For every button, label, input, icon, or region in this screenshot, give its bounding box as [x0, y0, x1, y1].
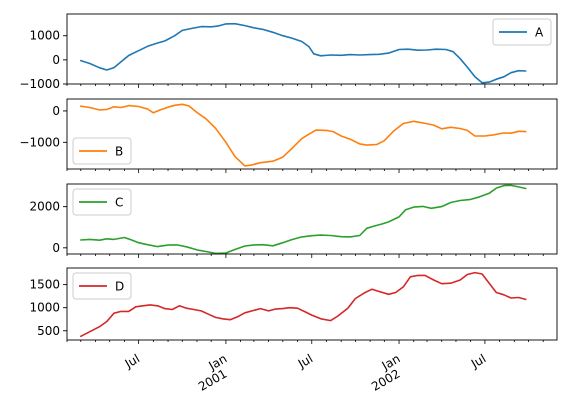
x-tick-label: Jul	[295, 351, 315, 371]
y-tick-label-D: 1000	[29, 301, 60, 315]
legend-C: C	[72, 188, 132, 216]
y-tick-label-B: −1000	[19, 135, 60, 149]
subplot-B: 0 −1000 B	[19, 98, 558, 173]
series-line-D	[80, 271, 527, 338]
legend-B: B	[72, 137, 132, 165]
legend-A: A	[492, 18, 552, 46]
legend-D: D	[72, 272, 132, 300]
subplot-A: 1000 0 −1000 A	[19, 13, 558, 91]
axes-frame-B	[66, 98, 558, 170]
series-line-A	[80, 22, 527, 84]
x-tick-label: Jul	[122, 351, 142, 371]
axes-frame-D	[66, 267, 558, 341]
subplot-D: 1500 1000 500 D	[29, 267, 558, 344]
y-tick-label-D: 1500	[29, 278, 60, 292]
legend-label-B: B	[115, 145, 123, 159]
y-tick-label-A: 1000	[29, 29, 60, 43]
y-tick-label-C: 2000	[29, 200, 60, 214]
series-line-C	[80, 184, 527, 255]
legend-label-D: D	[115, 280, 124, 294]
y-tick-label-B: 0	[52, 104, 60, 118]
legend-label-C: C	[115, 196, 123, 210]
x-tick-label: Jul	[468, 351, 488, 371]
subplot-C: 2000 0 C	[29, 183, 558, 258]
y-tick-label-A: 0	[52, 53, 60, 67]
y-tick-label-C: 0	[52, 241, 60, 255]
series-line-B	[80, 103, 527, 167]
y-tick-label-A: −1000	[19, 77, 60, 91]
legend-label-A: A	[535, 26, 544, 40]
y-tick-label-D: 500	[37, 324, 60, 338]
